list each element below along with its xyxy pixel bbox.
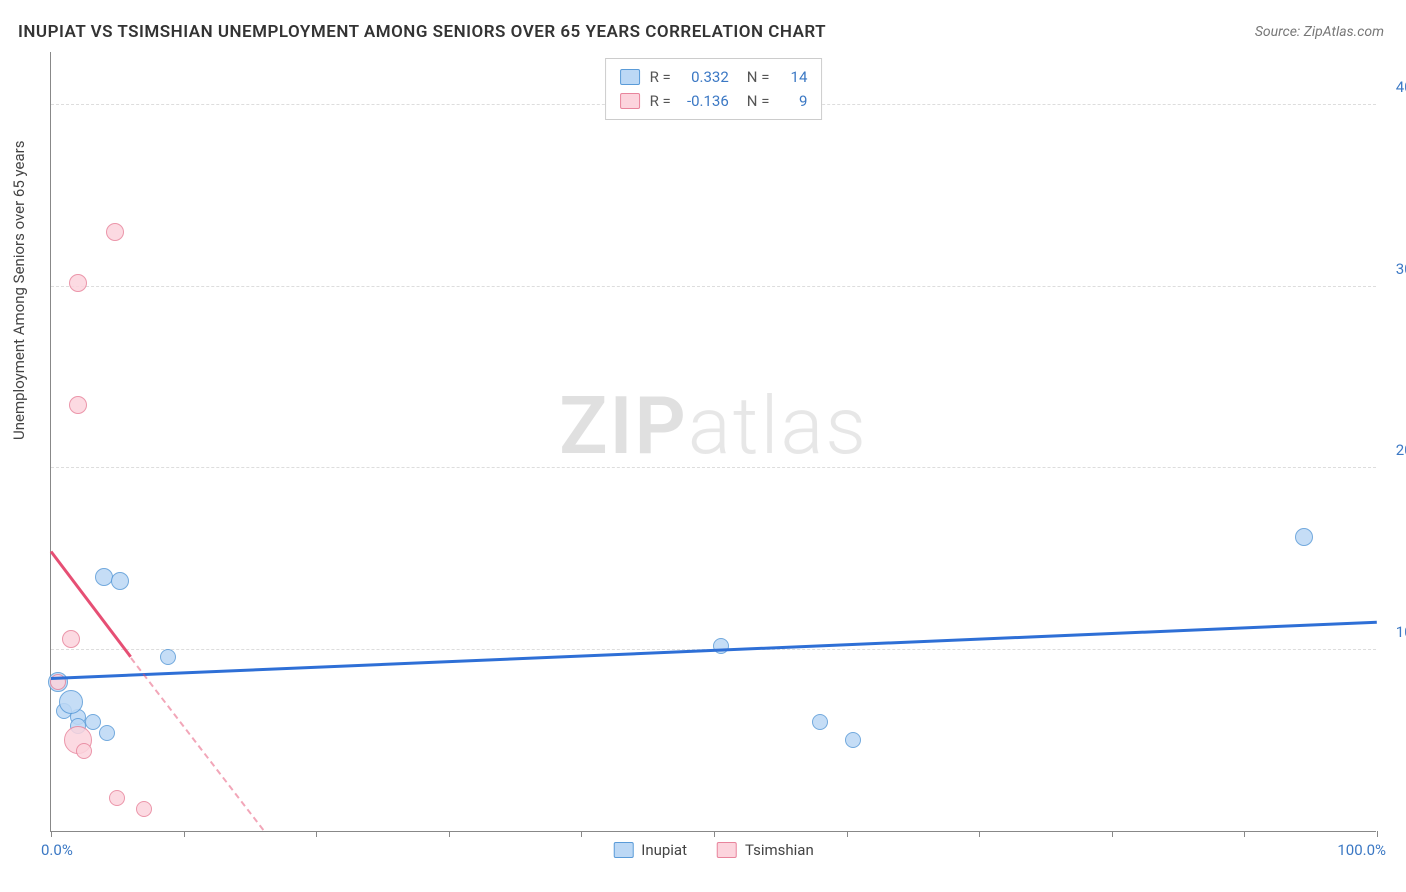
x-axis-min-label: 0.0% <box>41 841 73 859</box>
x-tick <box>1244 831 1245 837</box>
x-tick <box>581 831 582 837</box>
y-tick-label: 40.0% <box>1381 78 1406 96</box>
y-tick-label: 20.0% <box>1381 441 1406 459</box>
data-point <box>845 732 861 748</box>
stats-swatch <box>620 69 640 85</box>
stats-n-value: 14 <box>779 65 807 89</box>
stats-r-label: R = <box>650 89 671 113</box>
data-point <box>99 725 115 741</box>
data-point <box>106 223 124 241</box>
y-tick-label: 10.0% <box>1381 623 1406 641</box>
watermark-bold: ZIP <box>559 379 688 473</box>
data-point <box>69 396 87 414</box>
x-tick <box>1112 831 1113 837</box>
x-axis-max-label: 100.0% <box>1337 841 1386 859</box>
data-point <box>95 568 113 586</box>
watermark-light: atlas <box>688 379 868 473</box>
data-point <box>59 690 83 714</box>
data-point <box>136 801 152 817</box>
chart-title: INUPIAT VS TSIMSHIAN UNEMPLOYMENT AMONG … <box>18 22 826 42</box>
legend-item: Tsimshian <box>717 841 814 859</box>
plot-area: ZIPatlas 10.0%20.0%30.0%40.0% R =0.332N … <box>50 52 1376 832</box>
trend-line <box>51 621 1377 680</box>
legend-swatch <box>613 842 633 858</box>
legend-item: Inupiat <box>613 841 687 859</box>
data-point <box>109 790 125 806</box>
data-point <box>1295 528 1313 546</box>
legend-swatch <box>717 842 737 858</box>
source-attribution: Source: ZipAtlas.com <box>1255 24 1384 40</box>
gridline <box>51 286 1376 287</box>
data-point <box>812 714 828 730</box>
data-point <box>62 630 80 648</box>
legend-label: Inupiat <box>641 841 687 859</box>
legend-label: Tsimshian <box>745 841 814 859</box>
data-point <box>160 649 176 665</box>
stats-r-value: 0.332 <box>681 65 729 89</box>
stats-row: R = 0.332 N = 14 <box>620 65 808 89</box>
x-tick <box>714 831 715 837</box>
y-axis-label: Unemployment Among Seniors over 65 years <box>10 141 28 440</box>
stats-r-label: R = <box>650 65 671 89</box>
watermark: ZIPatlas <box>559 379 868 473</box>
stats-box: R = 0.332 N = 14 R = -0.136 N = 9 <box>605 58 823 120</box>
x-tick <box>847 831 848 837</box>
data-point <box>111 572 129 590</box>
stats-n-label: N = <box>747 65 770 89</box>
x-tick <box>51 831 52 837</box>
x-tick <box>449 831 450 837</box>
x-tick <box>184 831 185 837</box>
y-tick-label: 30.0% <box>1381 260 1406 278</box>
bottom-legend: Inupiat Tsimshian <box>613 841 814 859</box>
x-tick <box>979 831 980 837</box>
x-tick <box>316 831 317 837</box>
gridline <box>51 467 1376 468</box>
data-point <box>69 274 87 292</box>
stats-n-label: N = <box>747 89 770 113</box>
x-tick <box>1377 831 1378 837</box>
stats-n-value: 9 <box>779 89 807 113</box>
stats-row: R = -0.136 N = 9 <box>620 89 808 113</box>
data-point <box>76 743 92 759</box>
stats-r-value: -0.136 <box>681 89 729 113</box>
stats-swatch <box>620 93 640 109</box>
